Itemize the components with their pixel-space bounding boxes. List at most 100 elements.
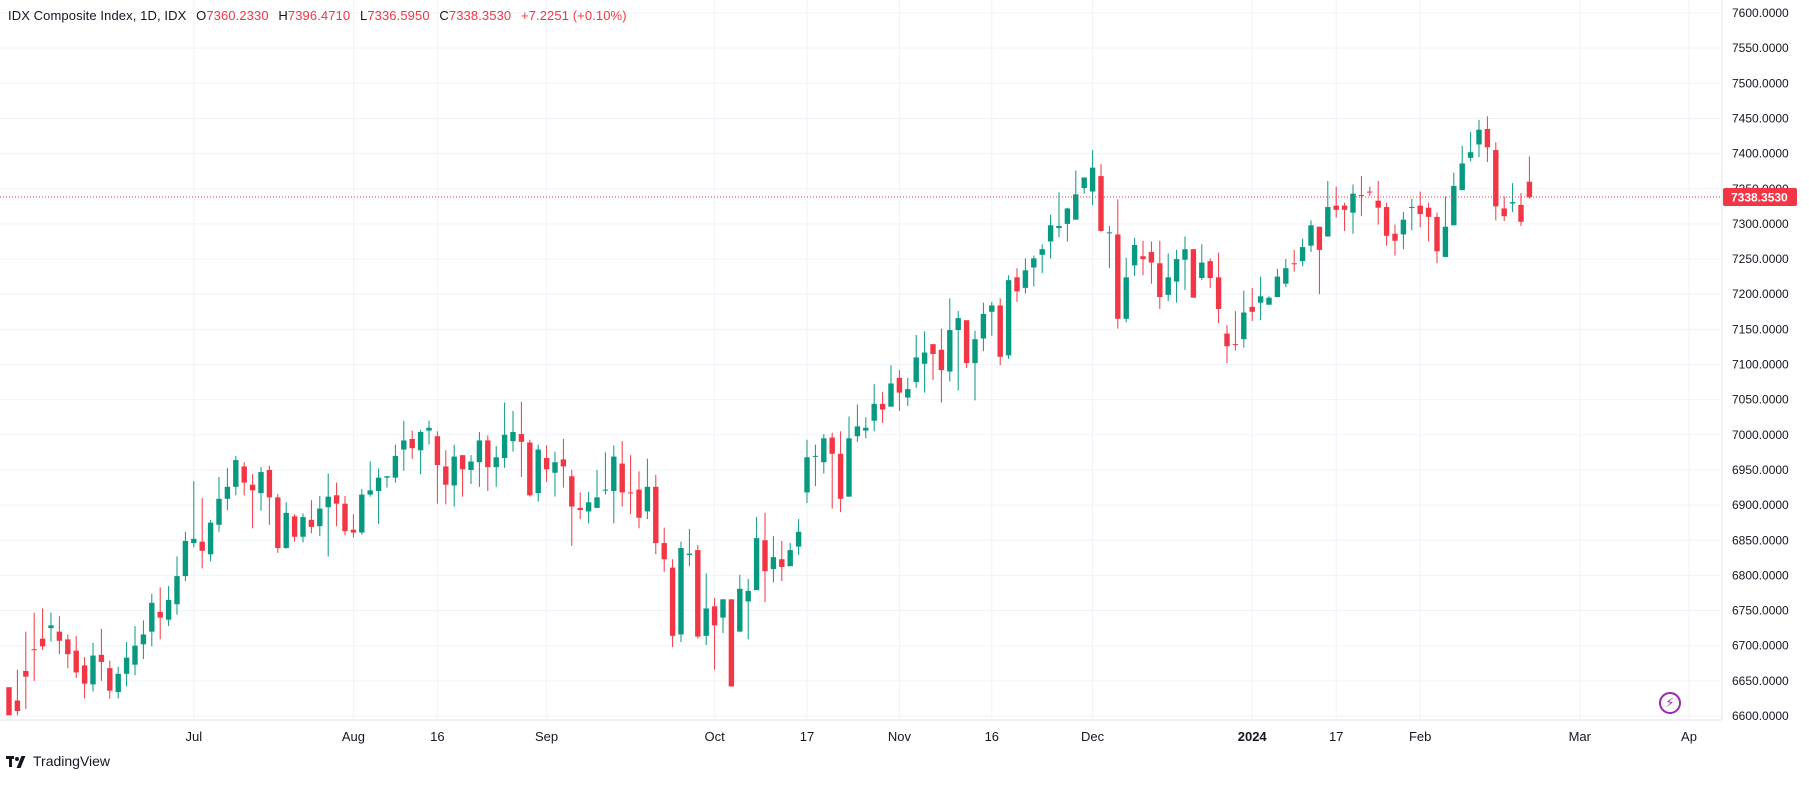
candle (275, 493, 281, 553)
candle (963, 320, 970, 369)
candle-body (426, 427, 432, 431)
candle-body (560, 459, 567, 467)
candle (745, 578, 751, 640)
candle (611, 445, 617, 524)
time-tick-label: Oct (704, 729, 725, 744)
candle-body (913, 357, 919, 383)
candle (23, 631, 29, 709)
candle (1501, 196, 1507, 222)
candle (1367, 186, 1373, 196)
candle-body (585, 502, 592, 512)
candle (1022, 258, 1029, 294)
candle-body (1509, 202, 1516, 204)
candle (1115, 199, 1121, 329)
candle-body (241, 466, 247, 483)
candle (48, 612, 54, 642)
candle (384, 476, 390, 488)
candle (401, 420, 407, 471)
candle (1157, 240, 1163, 309)
candle-body (1199, 262, 1205, 279)
candle (359, 488, 365, 535)
candle (1518, 192, 1524, 227)
time-axis[interactable]: Jul Aug 16 Sep Oct 17 Nov 16 Dec 2024 17 Feb Mar Ap (185, 729, 1696, 744)
candle-body (1476, 129, 1482, 145)
candle-body (1056, 226, 1062, 229)
candle (233, 455, 239, 496)
candle (552, 451, 558, 497)
candle-body (333, 495, 340, 504)
candle-body (728, 599, 735, 687)
candle-body (527, 442, 533, 496)
candle (1417, 191, 1423, 228)
candle (879, 391, 886, 423)
candle-body (1207, 261, 1213, 279)
candle (527, 439, 533, 497)
candle-body (921, 352, 928, 364)
candle-body (804, 457, 810, 493)
candle (1148, 241, 1155, 284)
candle-body (1308, 225, 1314, 246)
candle-body (636, 489, 642, 518)
time-tick-label: Jul (185, 729, 202, 744)
candle-body (795, 531, 802, 547)
candle (543, 445, 550, 482)
candle (510, 410, 516, 452)
candle-body (1022, 270, 1029, 288)
tradingview-brand[interactable]: TradingView (6, 753, 110, 769)
candle-body (1434, 216, 1440, 252)
candle-body (1501, 208, 1507, 217)
candle-body (947, 330, 953, 372)
candle (350, 514, 357, 538)
candle-body (1131, 244, 1138, 266)
open-value: 7360.2330 (206, 8, 269, 23)
candle-body (871, 403, 877, 421)
candle-body (48, 625, 54, 629)
candle-body (1291, 263, 1297, 265)
candle-body (1417, 205, 1423, 215)
candle-body (938, 349, 945, 371)
candle (518, 401, 525, 477)
candle (375, 468, 382, 525)
symbol-title[interactable]: IDX Composite Index, 1D, IDX (8, 8, 187, 23)
candle-body (703, 608, 709, 636)
price-tick-label: 7300.0000 (1732, 217, 1789, 231)
candle (1005, 275, 1012, 359)
candle-body (1451, 185, 1457, 226)
price-tick-label: 7450.0000 (1732, 111, 1789, 125)
candle (602, 452, 609, 495)
candle-body (602, 489, 609, 491)
candle-body (233, 460, 239, 487)
candle (216, 476, 222, 532)
candle-body (6, 687, 12, 716)
candle (1215, 252, 1222, 324)
price-axis[interactable]: 7600.0000 7550.0000 7500.0000 7450.0000 7400… (1732, 6, 1789, 723)
candle (1299, 238, 1306, 267)
time-tick-label: Aug (342, 729, 365, 744)
candle (1358, 176, 1365, 217)
price-tick-label: 6800.0000 (1732, 568, 1789, 582)
candle (409, 430, 415, 459)
candle-body (14, 700, 21, 712)
lightning-icon[interactable]: ⚡ (1659, 692, 1681, 714)
candle (636, 471, 642, 529)
candle-body (669, 567, 676, 636)
candle (468, 455, 474, 485)
candle (325, 473, 331, 557)
candle-body (1039, 249, 1045, 255)
candle-body (401, 440, 407, 450)
candle-body (1165, 277, 1171, 295)
candle-body (854, 426, 861, 437)
candle-body (737, 588, 743, 632)
candle-body (627, 492, 634, 494)
candle (1131, 237, 1138, 276)
time-tick-label: Ap (1681, 729, 1697, 744)
candle (1140, 240, 1146, 276)
candle (938, 328, 945, 403)
candle (560, 439, 567, 488)
candle (619, 441, 625, 507)
candle (1425, 202, 1432, 242)
candle (56, 616, 63, 655)
close-value: 7338.3530 (448, 8, 512, 23)
candle (594, 469, 600, 508)
